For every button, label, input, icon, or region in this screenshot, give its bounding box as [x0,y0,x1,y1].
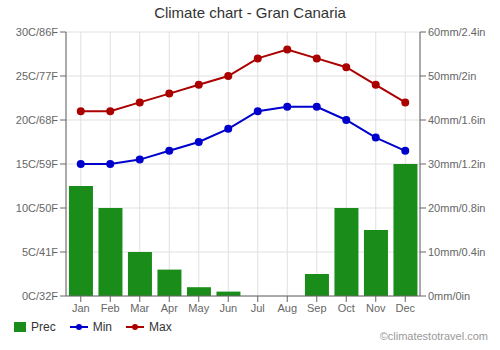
html-text:Climate chart - Gran Canaria: Climate chart - Gran Canaria [154,4,346,21]
svg-text:5C/41F: 5C/41F [22,246,58,258]
svg-text:Apr: Apr [161,302,178,314]
svg-text:25C/77F: 25C/77F [16,70,58,82]
svg-text:Aug: Aug [277,302,297,314]
svg-text:May: May [188,302,209,314]
svg-text:0mm/0in: 0mm/0in [428,290,470,302]
html-text:Min: Min [92,320,112,334]
svg-text:60mm/2.4in: 60mm/2.4in [428,26,485,38]
svg-text:Oct: Oct [338,302,355,314]
html-text:©climatestotravel.com: ©climatestotravel.com [379,330,488,342]
svg-text:40mm/1.6in: 40mm/1.6in [428,114,485,126]
svg-text:50mm/2in: 50mm/2in [428,70,476,82]
svg-text:Nov: Nov [366,302,386,314]
svg-text:15C/59F: 15C/59F [16,158,58,170]
svg-text:0C/32F: 0C/32F [22,290,58,302]
svg-text:Jan: Jan [72,302,90,314]
svg-text:Feb: Feb [101,302,120,314]
svg-text:30mm/1.2in: 30mm/1.2in [428,158,485,170]
svg-text:Sep: Sep [307,302,327,314]
svg-text:Mar: Mar [130,302,149,314]
svg-text:Jul: Jul [251,302,265,314]
svg-text:20mm/0.8in: 20mm/0.8in [428,202,485,214]
svg-text:10C/50F: 10C/50F [16,202,58,214]
svg-text:Dec: Dec [395,302,415,314]
svg-text:30C/86F: 30C/86F [16,26,58,38]
svg-text:10mm/0.4in: 10mm/0.4in [428,246,485,258]
svg-text:20C/68F: 20C/68F [16,114,58,126]
html-text:Max: Max [149,320,172,334]
html-text:Prec: Prec [31,320,56,334]
svg-text:Jun: Jun [219,302,237,314]
